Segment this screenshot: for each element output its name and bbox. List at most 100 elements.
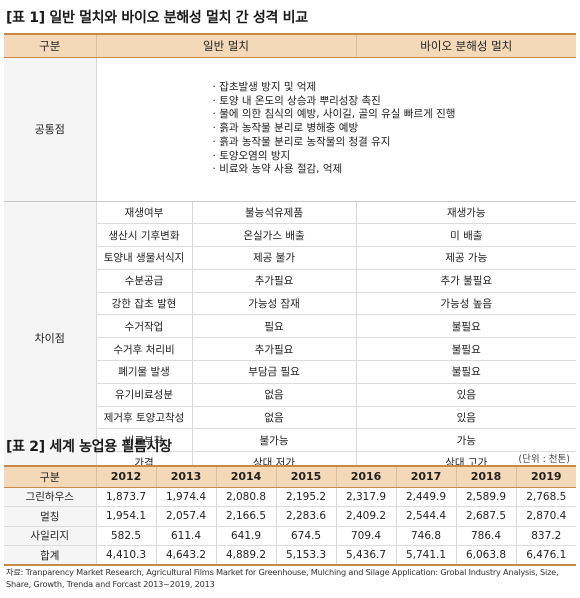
- diff-item: 비료부착: [95, 428, 192, 453]
- market-value: 2,080.8: [215, 487, 276, 507]
- market-value: 674.5: [275, 526, 336, 546]
- header-general-mulch: 일반 멀치: [95, 33, 357, 58]
- market-row: 그린하우스 1,873.7 1,974.4 2,080.8 2,195.2 2,317.9…: [4, 487, 576, 507]
- market-value: 2,283.6: [275, 506, 336, 527]
- source-note: 자료: Tranparency Market Research, Agricul…: [6, 567, 559, 589]
- row-label: 합계: [4, 545, 96, 566]
- diff-row: 토양내 생물서식지 제공 불가 제공 가능: [4, 246, 577, 270]
- diff-item: 유기비료성분: [95, 383, 192, 407]
- diff-bio: 제공 가능: [355, 246, 577, 270]
- diff-item: 재생여부: [95, 201, 192, 225]
- market-value: 786.4: [455, 526, 516, 546]
- market-value: 2,589.9: [455, 487, 516, 507]
- header-year: 2019: [515, 465, 576, 488]
- common-item: 잡초발생 방지 및 억제: [213, 81, 577, 95]
- row-label: 멀칭: [4, 506, 96, 527]
- unit-label: (단위 : 천톤): [518, 454, 570, 465]
- diff-row: 제거후 토양고착성 없음 있음: [4, 406, 577, 430]
- market-value: 709.4: [335, 526, 396, 546]
- diff-item: 강한 잡초 발현: [95, 292, 192, 316]
- diff-bio: 불필요: [355, 314, 577, 339]
- header-bio-mulch: 바이오 분해성 멀치: [355, 33, 577, 58]
- diff-general: 필요: [191, 314, 357, 339]
- header-year: 2016: [335, 465, 396, 488]
- table2-title: [표 2] 세계 농업용 필름시장: [6, 439, 172, 455]
- diff-general: 없음: [191, 383, 357, 407]
- market-value: 2,166.5: [215, 506, 276, 527]
- market-value: 2,544.4: [395, 506, 456, 527]
- market-row: 합계 4,410.3 4,643.2 4,889.2 5,153.3 5,436.7 5,7…: [4, 545, 576, 566]
- diff-row: 폐기물 발생 부담금 필요 불필요: [4, 360, 577, 384]
- market-value: 2,768.5: [515, 487, 576, 507]
- market-value: 2,057.4: [155, 506, 216, 527]
- market-header-row: 구분 2012 2013 2014 2015 2016 2017 2018 2019: [4, 465, 576, 488]
- market-value: 2,449.9: [395, 487, 456, 507]
- diff-general: 없음: [191, 406, 357, 430]
- diff-row: 수거작업 필요 불필요: [4, 314, 577, 339]
- diff-bio: 재생가능: [355, 201, 577, 225]
- diff-general: 온실가스 배출: [191, 223, 357, 248]
- market-value: 2,317.9: [335, 487, 396, 507]
- common-row: 공통점 잡초발생 방지 및 억제토양 내 온도의 상승과 뿌리성장 촉진물에 의…: [4, 57, 577, 202]
- diff-row: 강한 잡초 발현 가능성 잠재 가능성 높음: [4, 292, 577, 316]
- diff-item: 생산시 기후변화: [95, 223, 192, 248]
- diff-bio: 있음: [355, 406, 577, 430]
- diff-general: 불가능: [191, 428, 357, 453]
- market-value: 2,870.4: [515, 506, 576, 527]
- header-year: 2013: [155, 465, 216, 488]
- film-market-table: 구분 2012 2013 2014 2015 2016 2017 2018 2019 그린하우스…: [4, 465, 576, 566]
- diff-bio: 있음: [355, 383, 577, 407]
- header-year: 2017: [395, 465, 456, 488]
- diff-item: 수거작업: [95, 314, 192, 339]
- diff-row: 차이점 재생여부 불능석유제품 재생가능: [4, 201, 577, 476]
- header-year: 2018: [455, 465, 516, 488]
- diff-item: 토양내 생물서식지: [95, 246, 192, 270]
- market-value: 2,195.2: [275, 487, 336, 507]
- diff-bio: 미 배출: [355, 223, 577, 248]
- market-value: 1,974.4: [155, 487, 216, 507]
- market-row: 사일리지 582.5 611.4 641.9 674.5 709.4 746.8 786.4 8…: [4, 526, 576, 546]
- diff-general: 추가필요: [191, 337, 357, 362]
- market-value: 611.4: [155, 526, 216, 546]
- diff-bio: 가능성 높음: [355, 292, 577, 316]
- table1-title: [표 1] 일반 멀치와 바이오 분해성 멀치 간 성격 비교: [6, 10, 308, 26]
- common-label: 공통점: [4, 57, 96, 202]
- market-value: 2,409.2: [335, 506, 396, 527]
- diff-bio: 추가 불필요: [355, 269, 577, 293]
- diff-row: 비료부착 불가능 가능: [4, 428, 577, 453]
- diff-general: 가능성 잠재: [191, 292, 357, 316]
- market-value: 641.9: [215, 526, 276, 546]
- common-item: 비료와 농약 사용 절감, 억제: [213, 163, 577, 177]
- common-item: 토양오염의 방지: [213, 150, 577, 164]
- header-year: 2015: [275, 465, 336, 488]
- common-item: 흙과 농작물 분리로 농작물의 청결 유지: [213, 136, 577, 150]
- diff-bio: 불필요: [355, 337, 577, 362]
- comparison-header-row: 구분 일반 멀치 바이오 분해성 멀치: [4, 33, 577, 58]
- diff-bio: 가능: [355, 428, 577, 453]
- common-list: 잡초발생 방지 및 억제토양 내 온도의 상승과 뿌리성장 촉진물에 의한 침식…: [97, 81, 577, 178]
- diff-label: 차이점: [4, 201, 96, 476]
- header-category: 구분: [4, 33, 96, 58]
- market-row: 멀칭 1,954.1 2,057.4 2,166.5 2,283.6 2,409.2 2,5…: [4, 506, 576, 527]
- market-value: 5,153.3: [275, 545, 336, 566]
- diff-item: 수거후 처리비: [95, 337, 192, 362]
- diff-general: 부담금 필요: [191, 360, 357, 384]
- market-value: 746.8: [395, 526, 456, 546]
- market-value: 1,873.7: [95, 487, 156, 507]
- comparison-table: 구분 일반 멀치 바이오 분해성 멀치 공통점 잡초발생 방지 및 억제토양 내…: [4, 33, 577, 476]
- market-value: 1,954.1: [95, 506, 156, 527]
- market-value: 5,741.1: [395, 545, 456, 566]
- diff-row: 생산시 기후변화 온실가스 배출 미 배출: [4, 223, 577, 248]
- diff-row: 수분공급 추가필요 추가 불필요: [4, 269, 577, 293]
- row-label: 사일리지: [4, 526, 96, 546]
- diff-general: 추가필요: [191, 269, 357, 293]
- diff-item: 폐기물 발생: [95, 360, 192, 384]
- diff-general: 제공 불가: [191, 246, 357, 270]
- market-value: 837.2: [515, 526, 576, 546]
- common-cell: 잡초발생 방지 및 억제토양 내 온도의 상승과 뿌리성장 촉진물에 의한 침식…: [95, 57, 577, 202]
- market-value: 4,889.2: [215, 545, 276, 566]
- common-item: 토양 내 온도의 상승과 뿌리성장 촉진: [213, 95, 577, 109]
- market-value: 2,687.5: [455, 506, 516, 527]
- diff-bio: 불필요: [355, 360, 577, 384]
- common-item: 흙과 농작물 분리로 병해충 예방: [213, 122, 577, 136]
